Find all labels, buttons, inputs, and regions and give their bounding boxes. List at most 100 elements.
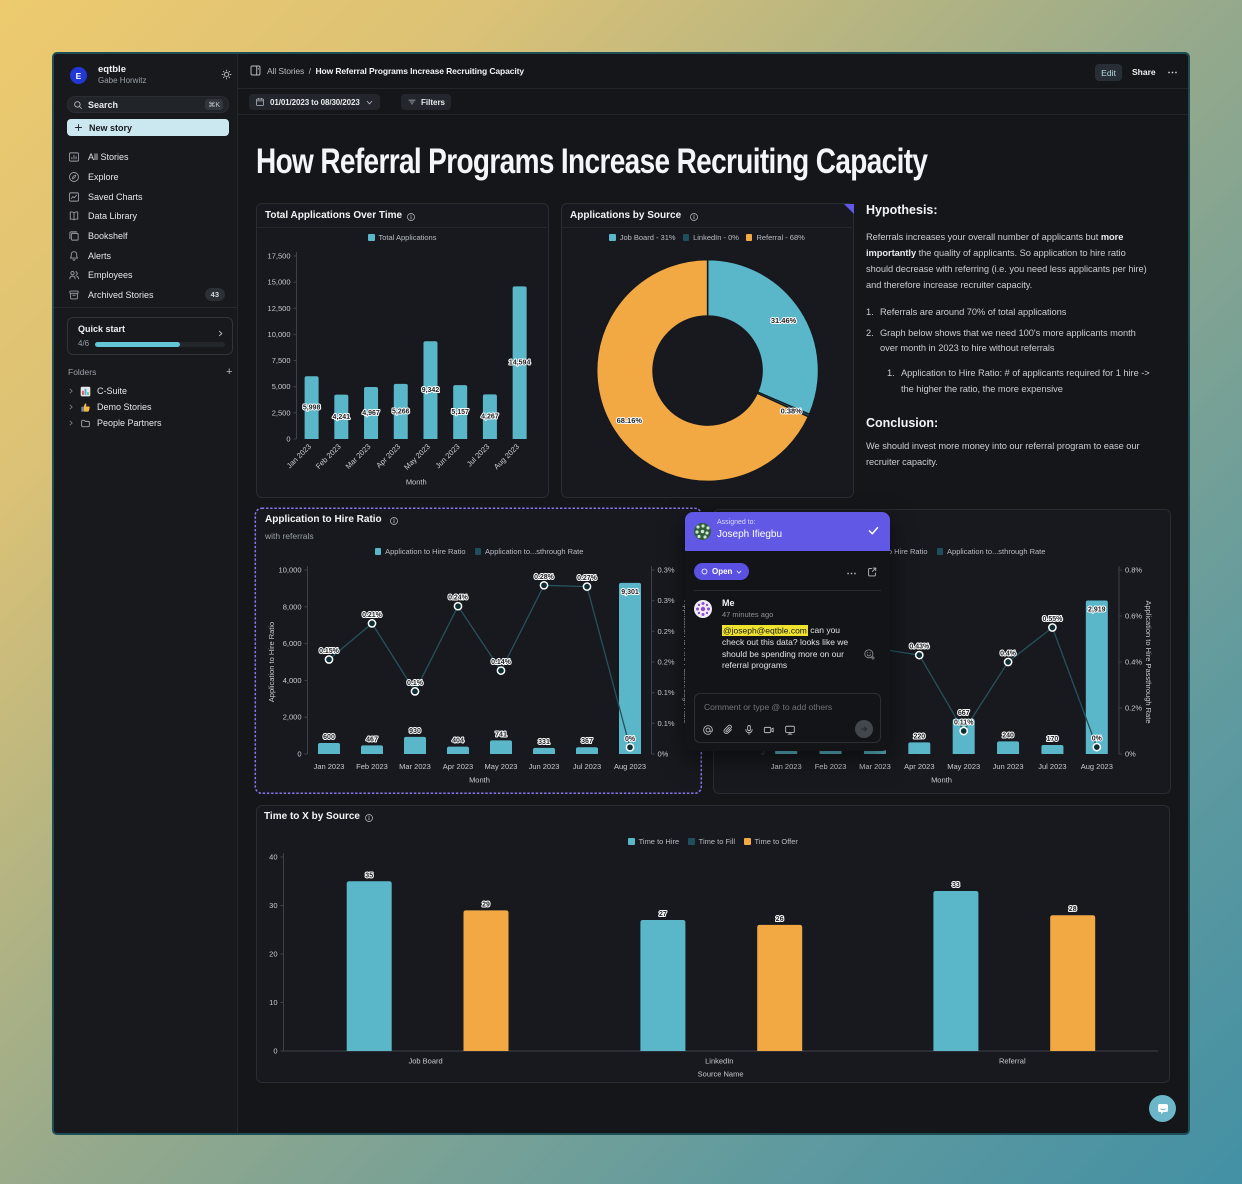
svg-text:0.2%: 0.2% bbox=[1125, 704, 1142, 713]
svg-text:5,000: 5,000 bbox=[272, 382, 291, 391]
svg-text:0.3%: 0.3% bbox=[658, 566, 675, 575]
svg-text:68.16%: 68.16% bbox=[617, 416, 643, 425]
svg-text:930: 930 bbox=[409, 728, 421, 735]
svg-text:9,342: 9,342 bbox=[422, 387, 440, 394]
svg-text:35: 35 bbox=[365, 872, 373, 879]
svg-text:Apr 2023: Apr 2023 bbox=[904, 762, 934, 771]
svg-text:Mar 2023: Mar 2023 bbox=[399, 762, 431, 771]
svg-text:May 2023: May 2023 bbox=[402, 442, 432, 472]
svg-text:2,500: 2,500 bbox=[272, 408, 291, 417]
svg-text:Month: Month bbox=[406, 478, 427, 487]
svg-text:0.1%: 0.1% bbox=[658, 688, 675, 697]
svg-text:9,301: 9,301 bbox=[621, 589, 639, 596]
svg-text:26: 26 bbox=[776, 916, 784, 923]
svg-text:31.46%: 31.46% bbox=[771, 316, 797, 325]
svg-text:30: 30 bbox=[269, 901, 277, 910]
svg-text:Jun 2023: Jun 2023 bbox=[993, 762, 1024, 771]
svg-text:0: 0 bbox=[286, 435, 290, 444]
svg-text:0.1%: 0.1% bbox=[658, 719, 675, 728]
svg-text:12,500: 12,500 bbox=[268, 304, 291, 313]
svg-text:LinkedIn: LinkedIn bbox=[705, 1057, 733, 1066]
svg-text:Aug 2023: Aug 2023 bbox=[492, 442, 521, 471]
svg-text:4,967: 4,967 bbox=[362, 410, 380, 417]
svg-text:40: 40 bbox=[269, 853, 277, 862]
svg-text:0.4%: 0.4% bbox=[1125, 658, 1142, 667]
svg-text:10: 10 bbox=[269, 998, 277, 1007]
svg-text:0.15%: 0.15% bbox=[319, 648, 340, 655]
svg-text:15,000: 15,000 bbox=[268, 278, 291, 287]
svg-text:4,241: 4,241 bbox=[333, 414, 351, 421]
svg-text:10,000: 10,000 bbox=[268, 330, 291, 339]
svg-text:367: 367 bbox=[581, 738, 593, 745]
svg-text:Month: Month bbox=[931, 776, 952, 785]
svg-text:667: 667 bbox=[958, 710, 970, 717]
svg-text:0%: 0% bbox=[1125, 750, 1136, 759]
svg-text:Jan 2023: Jan 2023 bbox=[771, 762, 802, 771]
svg-text:Jul 2023: Jul 2023 bbox=[573, 762, 601, 771]
svg-text:20: 20 bbox=[269, 950, 277, 959]
svg-text:28: 28 bbox=[1069, 906, 1077, 913]
svg-text:Aug 2023: Aug 2023 bbox=[614, 762, 646, 771]
svg-text:0.43%: 0.43% bbox=[909, 644, 930, 651]
svg-text:0.11%: 0.11% bbox=[954, 720, 974, 727]
svg-text:600: 600 bbox=[323, 734, 335, 741]
svg-text:0%: 0% bbox=[625, 736, 636, 743]
svg-text:Jun 2023: Jun 2023 bbox=[433, 442, 461, 470]
svg-text:29: 29 bbox=[482, 901, 490, 908]
svg-text:Mar 2023: Mar 2023 bbox=[344, 442, 373, 471]
svg-text:Jul 2023: Jul 2023 bbox=[465, 442, 491, 468]
svg-text:0.2%: 0.2% bbox=[658, 627, 675, 636]
svg-text:0.8%: 0.8% bbox=[1125, 566, 1142, 575]
svg-text:240: 240 bbox=[1002, 732, 1014, 739]
svg-text:0.4%: 0.4% bbox=[1000, 651, 1017, 658]
svg-text:0.1%: 0.1% bbox=[407, 680, 424, 687]
svg-text:May 2023: May 2023 bbox=[485, 762, 518, 771]
svg-text:8,000: 8,000 bbox=[283, 602, 302, 611]
svg-text:Jun 2023: Jun 2023 bbox=[529, 762, 560, 771]
svg-text:0.2%: 0.2% bbox=[658, 658, 675, 667]
svg-text:Jan 2023: Jan 2023 bbox=[285, 442, 313, 470]
svg-text:Aug 2023: Aug 2023 bbox=[1081, 762, 1113, 771]
svg-text:4,000: 4,000 bbox=[283, 676, 302, 685]
svg-text:170: 170 bbox=[1047, 736, 1059, 743]
svg-text:220: 220 bbox=[913, 733, 925, 740]
svg-text:0.21%: 0.21% bbox=[362, 612, 383, 619]
svg-text:331: 331 bbox=[538, 739, 550, 746]
svg-text:Feb 2023: Feb 2023 bbox=[314, 442, 343, 471]
svg-text:Month: Month bbox=[469, 776, 490, 785]
svg-text:0: 0 bbox=[273, 1047, 277, 1056]
svg-text:404: 404 bbox=[452, 738, 464, 745]
svg-text:0%: 0% bbox=[658, 750, 669, 759]
svg-text:0: 0 bbox=[297, 750, 301, 759]
svg-text:Apr 2023: Apr 2023 bbox=[374, 442, 402, 470]
svg-text:0.38%: 0.38% bbox=[781, 407, 803, 416]
svg-text:14,594: 14,594 bbox=[509, 360, 531, 367]
svg-text:741: 741 bbox=[495, 731, 507, 738]
svg-text:7,500: 7,500 bbox=[272, 356, 291, 365]
svg-text:Application to Hire Ratio: Application to Hire Ratio bbox=[267, 622, 276, 702]
svg-text:6,000: 6,000 bbox=[283, 639, 302, 648]
svg-text:May 2023: May 2023 bbox=[947, 762, 980, 771]
svg-text:27: 27 bbox=[659, 911, 667, 918]
svg-text:33: 33 bbox=[952, 882, 960, 889]
svg-text:0.27%: 0.27% bbox=[577, 575, 598, 582]
svg-text:Jan 2023: Jan 2023 bbox=[314, 762, 345, 771]
svg-text:5,998: 5,998 bbox=[303, 405, 321, 412]
svg-text:Referral: Referral bbox=[999, 1057, 1026, 1066]
svg-text:0.24%: 0.24% bbox=[448, 595, 469, 602]
svg-text:5,157: 5,157 bbox=[451, 409, 469, 416]
svg-text:Job Board: Job Board bbox=[408, 1057, 442, 1066]
svg-text:0.3%: 0.3% bbox=[658, 596, 675, 605]
svg-text:5,266: 5,266 bbox=[392, 408, 410, 415]
svg-text:17,500: 17,500 bbox=[268, 252, 291, 261]
svg-text:Mar 2023: Mar 2023 bbox=[859, 762, 891, 771]
svg-text:2,919: 2,919 bbox=[1088, 607, 1106, 614]
svg-text:0.55%: 0.55% bbox=[1043, 616, 1064, 623]
svg-text:Application to Hire Passthroug: Application to Hire Passthrough Rate bbox=[1144, 601, 1153, 724]
svg-text:0.28%: 0.28% bbox=[534, 574, 555, 581]
svg-text:0.14%: 0.14% bbox=[491, 659, 512, 666]
svg-text:0%: 0% bbox=[1092, 736, 1103, 743]
svg-text:467: 467 bbox=[366, 736, 378, 743]
svg-text:0.6%: 0.6% bbox=[1125, 612, 1142, 621]
svg-text:4,267: 4,267 bbox=[481, 414, 499, 421]
